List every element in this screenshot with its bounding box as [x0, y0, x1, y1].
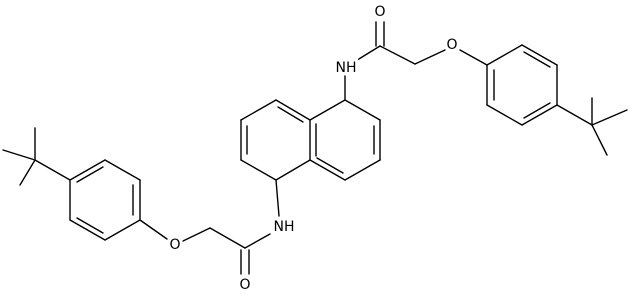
bonds [2, 21, 628, 275]
atom-label: O [239, 277, 250, 293]
atom-label: O [374, 4, 385, 20]
atom-label: O [446, 37, 457, 53]
atom-label: NH [336, 60, 357, 76]
atom-label: NH [274, 219, 295, 235]
atom-label: O [169, 237, 180, 253]
